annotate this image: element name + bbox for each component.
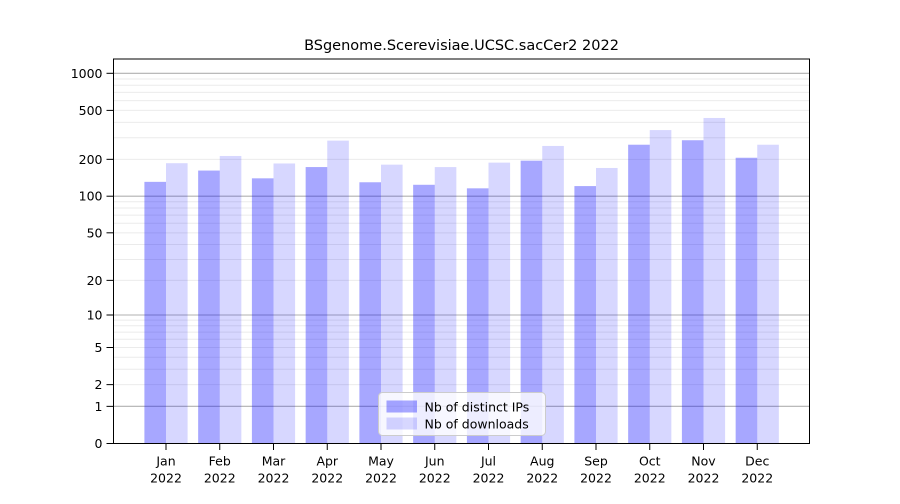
bar-ips-jan [144, 181, 166, 444]
bar-ips-nov [681, 140, 704, 444]
y-tick-label: 20 [87, 273, 103, 288]
bar-ips-dec [735, 157, 758, 444]
x-month-label: Jun [424, 454, 445, 469]
plot-border [113, 58, 810, 444]
x-year-label: 2022 [473, 471, 505, 486]
bar-downloads-aug [542, 145, 564, 444]
legend-swatch-ips [386, 400, 417, 413]
x-month-label: Jul [480, 454, 496, 469]
bar-downloads-may [381, 164, 403, 444]
x-year-label: 2022 [419, 471, 451, 486]
x-month-label: Nov [691, 454, 716, 469]
bar-ips-oct [628, 144, 650, 444]
legend-label-ips: Nb of distinct IPs [425, 400, 530, 415]
legend-swatch-downloads [386, 417, 417, 430]
bar-ips-jul [466, 188, 489, 444]
x-year-label: 2022 [688, 471, 720, 486]
bar-downloads-dec [757, 144, 779, 444]
bar-downloads-oct [649, 130, 672, 444]
bar-ips-apr [305, 167, 328, 444]
bar-ips-feb [198, 170, 220, 444]
bar-ips-sep [574, 186, 596, 444]
x-month-label: Feb [209, 454, 231, 469]
x-year-label: 2022 [526, 471, 558, 486]
y-tick-label: 0 [95, 436, 103, 451]
y-tick-label: 200 [79, 152, 103, 167]
y-tick-label: 5 [95, 340, 103, 355]
legend-label-downloads: Nb of downloads [425, 417, 529, 432]
x-year-label: 2022 [204, 471, 236, 486]
y-tick-label: 1 [95, 399, 103, 414]
bar-ips-aug [520, 160, 543, 444]
x-year-label: 2022 [634, 471, 666, 486]
x-month-label: Dec [745, 454, 769, 469]
x-year-label: 2022 [741, 471, 773, 486]
y-tick-label: 500 [79, 103, 103, 118]
y-tick-label: 100 [79, 189, 103, 204]
bar-downloads-nov [703, 117, 726, 444]
x-month-label: May [368, 454, 394, 469]
y-tick-label: 2 [95, 377, 103, 392]
bar-ips-may [359, 182, 381, 444]
bar-downloads-jan [166, 163, 188, 444]
legend: Nb of distinct IPs Nb of downloads [378, 392, 546, 436]
y-tick-label: 10 [87, 308, 103, 323]
y-tick-label: 50 [87, 225, 103, 240]
bar-ips-mar [251, 178, 274, 444]
x-month-label: Sep [584, 454, 608, 469]
bar-downloads-mar [273, 163, 296, 444]
bar-downloads-feb [219, 155, 242, 444]
x-year-label: 2022 [150, 471, 182, 486]
x-month-label: Oct [639, 454, 661, 469]
x-year-label: 2022 [311, 471, 343, 486]
x-year-label: 2022 [365, 471, 397, 486]
bar-downloads-apr [327, 140, 349, 444]
x-month-label: Jan [155, 454, 175, 469]
x-year-label: 2022 [258, 471, 290, 486]
bar-downloads-jul [488, 162, 511, 444]
x-month-label: Aug [530, 454, 554, 469]
x-month-label: Mar [262, 454, 286, 469]
legend-box [378, 392, 546, 436]
x-month-label: Apr [316, 454, 338, 469]
y-tick-label: 1000 [71, 66, 103, 81]
chart-title: BSgenome.Scerevisiae.UCSC.sacCer2 2022 [304, 38, 619, 54]
bar-ips-jun [413, 184, 435, 444]
bar-downloads-sep [596, 167, 618, 444]
x-year-label: 2022 [580, 471, 612, 486]
bar-downloads-jun [434, 167, 457, 444]
